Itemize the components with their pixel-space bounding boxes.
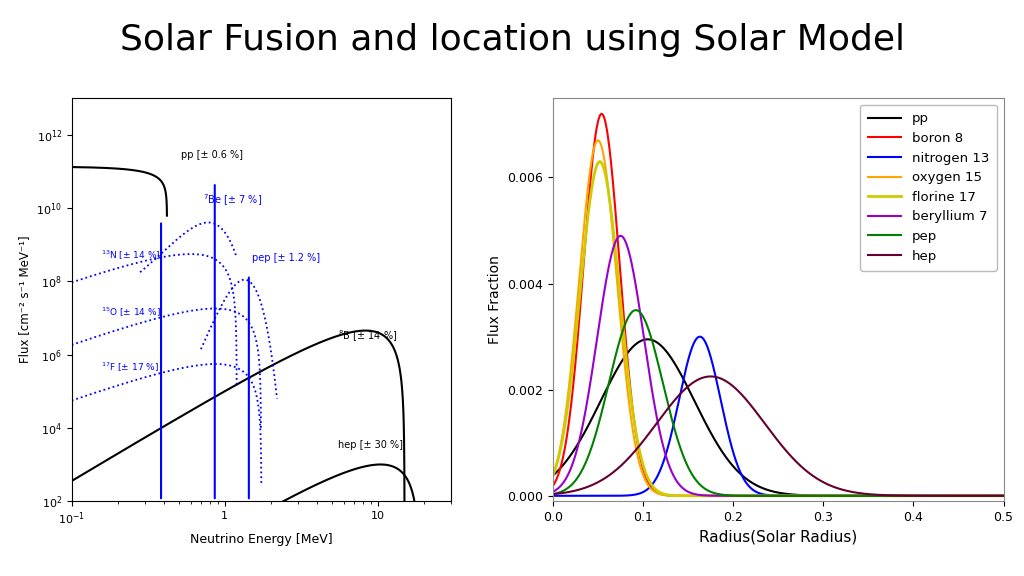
Legend: pp, boron 8, nitrogen 13, oxygen 15, florine 17, beryllium 7, pep, hep: pp, boron 8, nitrogen 13, oxygen 15, flo… bbox=[860, 104, 997, 271]
pp bbox=[755, 484, 767, 491]
Text: pep [± 1.2 %]: pep [± 1.2 %] bbox=[252, 253, 319, 263]
hep bbox=[569, 487, 582, 494]
boron 8 bbox=[984, 492, 996, 499]
pp bbox=[984, 492, 996, 499]
pp bbox=[641, 336, 653, 343]
boron 8 bbox=[755, 492, 767, 499]
oxygen 15 bbox=[592, 137, 604, 144]
Text: $^7$Be [± 7 %]: $^7$Be [± 7 %] bbox=[203, 192, 262, 208]
boron 8 bbox=[596, 111, 608, 118]
hep bbox=[547, 491, 559, 498]
Line: beryllium 7: beryllium 7 bbox=[553, 236, 1004, 496]
beryllium 7 bbox=[755, 492, 767, 499]
hep bbox=[755, 414, 767, 421]
X-axis label: Radius(Solar Radius): Radius(Solar Radius) bbox=[699, 529, 857, 544]
oxygen 15 bbox=[984, 492, 996, 499]
nitrogen 13 bbox=[547, 492, 559, 499]
hep bbox=[984, 492, 996, 499]
oxygen 15 bbox=[569, 312, 582, 319]
nitrogen 13 bbox=[694, 333, 707, 340]
Line: florine 17: florine 17 bbox=[553, 162, 1004, 496]
nitrogen 13 bbox=[766, 492, 778, 499]
Y-axis label: Flux Fraction: Flux Fraction bbox=[487, 255, 502, 344]
boron 8 bbox=[547, 482, 559, 489]
pep bbox=[630, 306, 642, 313]
X-axis label: Neutrino Energy [MeV]: Neutrino Energy [MeV] bbox=[189, 533, 333, 546]
Text: $^8$B [± 14 %]: $^8$B [± 14 %] bbox=[338, 328, 397, 344]
boron 8 bbox=[569, 354, 582, 361]
Line: oxygen 15: oxygen 15 bbox=[553, 141, 1004, 496]
florine 17 bbox=[766, 492, 778, 499]
pep bbox=[755, 492, 767, 499]
pp bbox=[997, 492, 1010, 499]
nitrogen 13 bbox=[755, 490, 767, 497]
Line: pp: pp bbox=[553, 339, 1004, 496]
pp bbox=[984, 492, 996, 499]
Line: boron 8: boron 8 bbox=[553, 114, 1004, 496]
florine 17 bbox=[547, 472, 559, 479]
beryllium 7 bbox=[984, 492, 996, 499]
boron 8 bbox=[984, 492, 996, 499]
boron 8 bbox=[997, 492, 1010, 499]
oxygen 15 bbox=[984, 492, 996, 499]
Line: pep: pep bbox=[553, 310, 1004, 496]
florine 17 bbox=[755, 492, 767, 499]
beryllium 7 bbox=[614, 232, 627, 239]
pep bbox=[902, 492, 914, 499]
oxygen 15 bbox=[755, 492, 767, 499]
hep bbox=[766, 430, 778, 437]
Text: $^{15}$O [± 14 %]: $^{15}$O [± 14 %] bbox=[100, 306, 161, 319]
florine 17 bbox=[594, 158, 606, 165]
pp bbox=[766, 488, 778, 495]
pp bbox=[569, 444, 582, 450]
nitrogen 13 bbox=[902, 492, 914, 499]
Line: hep: hep bbox=[553, 377, 1004, 496]
pep bbox=[766, 492, 778, 499]
nitrogen 13 bbox=[569, 492, 582, 499]
boron 8 bbox=[902, 492, 914, 499]
nitrogen 13 bbox=[984, 492, 996, 499]
florine 17 bbox=[569, 331, 582, 338]
beryllium 7 bbox=[547, 488, 559, 495]
pp bbox=[547, 472, 559, 479]
Text: Solar Fusion and location using Solar Model: Solar Fusion and location using Solar Mo… bbox=[120, 23, 904, 57]
Text: pp [± 0.6 %]: pp [± 0.6 %] bbox=[181, 150, 243, 160]
florine 17 bbox=[902, 492, 914, 499]
pep bbox=[984, 492, 996, 499]
Text: $^{17}$F [± 17 %]: $^{17}$F [± 17 %] bbox=[100, 361, 159, 374]
pep bbox=[547, 491, 559, 498]
pep bbox=[997, 492, 1010, 499]
Text: hep [± 30 %]: hep [± 30 %] bbox=[338, 440, 402, 450]
florine 17 bbox=[984, 492, 996, 499]
hep bbox=[705, 373, 717, 380]
beryllium 7 bbox=[766, 492, 778, 499]
beryllium 7 bbox=[997, 492, 1010, 499]
Y-axis label: Flux [cm⁻² s⁻¹ MeV⁻¹]: Flux [cm⁻² s⁻¹ MeV⁻¹] bbox=[17, 236, 31, 363]
oxygen 15 bbox=[547, 472, 559, 479]
oxygen 15 bbox=[997, 492, 1010, 499]
boron 8 bbox=[766, 492, 778, 499]
beryllium 7 bbox=[902, 492, 914, 499]
beryllium 7 bbox=[984, 492, 996, 499]
hep bbox=[902, 492, 914, 499]
nitrogen 13 bbox=[984, 492, 996, 499]
oxygen 15 bbox=[902, 492, 914, 499]
pep bbox=[569, 476, 582, 483]
pep bbox=[984, 492, 996, 499]
nitrogen 13 bbox=[997, 492, 1010, 499]
pp bbox=[902, 492, 914, 499]
beryllium 7 bbox=[569, 450, 582, 457]
hep bbox=[997, 492, 1010, 499]
oxygen 15 bbox=[766, 492, 778, 499]
hep bbox=[984, 492, 996, 499]
Text: $^{13}$N [± 14 %]: $^{13}$N [± 14 %] bbox=[100, 249, 160, 262]
Line: nitrogen 13: nitrogen 13 bbox=[553, 336, 1004, 496]
florine 17 bbox=[984, 492, 996, 499]
florine 17 bbox=[997, 492, 1010, 499]
